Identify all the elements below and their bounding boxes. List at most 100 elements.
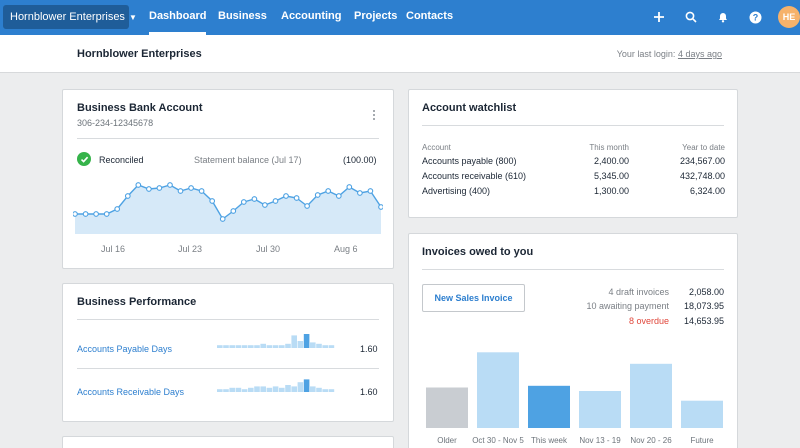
balance-point[interactable] [335, 193, 342, 199]
balance-point[interactable] [283, 193, 289, 199]
balance-point[interactable] [230, 208, 237, 214]
nav-dashboard[interactable]: Dashboard [149, 0, 207, 35]
business-performance-card: Business Performance Accounts Payable Da… [62, 283, 394, 422]
balance-point[interactable] [262, 202, 268, 208]
sparkline-bar [241, 345, 248, 348]
sparkline-bar [297, 341, 304, 348]
sparkline-bar [328, 389, 335, 392]
overdue-value: 14,653.95 [683, 316, 724, 326]
sparkline-bar [328, 345, 335, 348]
balance-point[interactable] [357, 190, 363, 196]
avatar[interactable]: HE [778, 6, 800, 28]
performance-card-title[interactable]: Business Performance [77, 296, 197, 308]
overdue-link[interactable]: 8 overdue [628, 316, 669, 326]
balance-point[interactable] [124, 193, 131, 199]
invoice-bar[interactable] [528, 385, 570, 428]
invoice-bar[interactable] [681, 400, 723, 428]
balance-trend-chart [73, 182, 383, 234]
balance-point[interactable] [304, 203, 310, 209]
watchlist-this-month: 1,300.00 [593, 186, 629, 196]
new-sales-invoice-button[interactable]: New Sales Invoice [422, 284, 525, 312]
sparkline-bar [248, 345, 254, 348]
caret-down-icon: ▼ [128, 12, 137, 22]
nav-business[interactable]: Business [218, 10, 267, 22]
balance-point[interactable] [272, 198, 279, 204]
sparkline-bar [291, 386, 297, 392]
invoice-bar-label: Oct 30 - Nov 5 [472, 436, 524, 445]
search-icon[interactable] [682, 8, 700, 26]
watchlist-card-title[interactable]: Account watchlist [422, 102, 517, 114]
balance-point[interactable] [251, 196, 258, 202]
balance-point[interactable] [367, 188, 374, 194]
accounts-receivable-days-link[interactable]: Accounts Receivable Days [77, 387, 185, 397]
invoice-bar[interactable] [630, 363, 672, 428]
watchlist-this-month: 5,345.00 [593, 171, 629, 181]
sparkline-bar [229, 387, 235, 392]
divider [77, 319, 379, 320]
bank-card-title[interactable]: Business Bank Account [77, 102, 203, 114]
bank-account-card: Business Bank Account 306-234-12345678 R… [62, 89, 394, 269]
balance-point[interactable] [167, 182, 173, 188]
balance-point[interactable] [177, 188, 184, 194]
balance-point[interactable] [114, 206, 121, 212]
sparkline-bar [254, 345, 260, 348]
last-login: Your last login: 4 days ago [617, 49, 722, 59]
invoice-bar[interactable] [477, 352, 519, 428]
account-watchlist-card: Account watchlist Account This month Yea… [408, 89, 738, 218]
sparkline-bar [303, 379, 310, 392]
last-login-link[interactable]: 4 days ago [677, 49, 722, 59]
balance-point[interactable] [346, 184, 353, 190]
balance-point[interactable] [198, 188, 205, 194]
invoice-bar[interactable] [579, 391, 621, 428]
plus-icon[interactable] [650, 8, 668, 26]
sparkline-bar [248, 387, 254, 392]
nav-projects[interactable]: Projects [354, 10, 398, 22]
balance-point[interactable] [82, 211, 89, 217]
watchlist-ytd: 6,324.00 [689, 186, 725, 196]
org-header: Hornblower Enterprises Your last login: … [0, 35, 800, 73]
watchlist-account[interactable]: Accounts payable (800) [422, 156, 517, 166]
balance-point[interactable] [325, 188, 332, 194]
balance-point[interactable] [135, 182, 142, 188]
sparkline-bar [297, 382, 304, 392]
page-title: Hornblower Enterprises [77, 48, 202, 60]
watchlist-account[interactable]: Advertising (400) [422, 186, 491, 196]
balance-point[interactable] [188, 185, 194, 191]
more-options-icon[interactable] [373, 110, 377, 122]
top-nav: Hornblower Enterprises ▼ Dashboard Busin… [0, 0, 800, 35]
watchlist-account[interactable]: Accounts receivable (610) [422, 171, 527, 181]
sparkline-bar [310, 386, 316, 392]
sparkline-bar [266, 387, 273, 392]
watchlist-ytd: 432,748.00 [679, 171, 725, 181]
sparkline-bar [223, 389, 229, 392]
bell-icon[interactable] [714, 8, 732, 26]
next-card [62, 436, 394, 448]
balance-point[interactable] [156, 185, 163, 191]
balance-point[interactable] [378, 204, 383, 210]
invoices-card-title[interactable]: Invoices owed to you [422, 246, 534, 258]
balance-point[interactable] [209, 198, 216, 204]
accounts-payable-days-link[interactable]: Accounts Payable Days [77, 344, 173, 354]
balance-point[interactable] [73, 211, 78, 217]
balance-point[interactable] [93, 211, 99, 217]
balance-point[interactable] [219, 216, 226, 222]
balance-point[interactable] [240, 199, 247, 205]
awaiting-payment-value: 18,073.95 [683, 301, 724, 311]
draft-invoices-link[interactable]: 4 draft invoices [608, 287, 669, 297]
nav-contacts[interactable]: Contacts [406, 10, 454, 22]
statement-balance-label: Statement balance (Jul 17) [194, 155, 302, 165]
balance-point[interactable] [103, 211, 110, 217]
org-switcher[interactable]: Hornblower Enterprises ▼ [3, 5, 137, 29]
balance-point[interactable] [146, 186, 152, 192]
awaiting-payment-link[interactable]: 10 awaiting payment [586, 301, 669, 311]
invoice-bar-label: Nov 20 - 26 [630, 436, 672, 445]
balance-point[interactable] [293, 195, 300, 201]
invoices-owed-card: Invoices owed to you New Sales Invoice 4… [408, 233, 738, 448]
sparkline-bar [223, 345, 229, 348]
nav-accounting[interactable]: Accounting [281, 10, 342, 22]
balance-point[interactable] [314, 192, 321, 198]
invoice-bar[interactable] [426, 387, 468, 429]
invoice-bar-label: Future [690, 436, 714, 445]
invoice-bar-label: Older [437, 436, 457, 445]
help-icon[interactable]: ? [746, 8, 764, 26]
